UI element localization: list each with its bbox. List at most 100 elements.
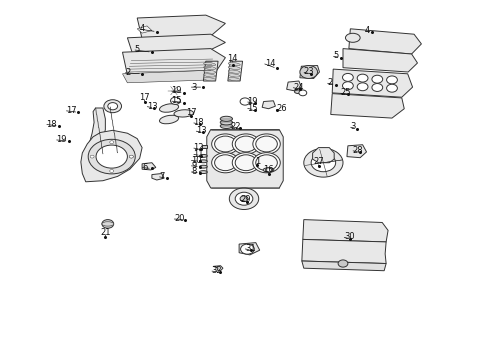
- Circle shape: [372, 75, 383, 83]
- Text: 18: 18: [194, 118, 204, 127]
- Polygon shape: [343, 49, 417, 72]
- Ellipse shape: [228, 70, 240, 73]
- Polygon shape: [347, 145, 367, 158]
- Circle shape: [253, 153, 280, 173]
- Text: 30: 30: [344, 233, 355, 241]
- Circle shape: [235, 192, 253, 205]
- Text: 13: 13: [196, 126, 207, 135]
- Text: 5: 5: [135, 45, 140, 54]
- Ellipse shape: [294, 90, 303, 94]
- Ellipse shape: [102, 222, 114, 226]
- Text: 3: 3: [191, 83, 196, 91]
- Text: 29: 29: [240, 195, 250, 204]
- Polygon shape: [332, 69, 413, 97]
- Circle shape: [240, 98, 250, 105]
- Circle shape: [387, 84, 397, 92]
- Text: 8: 8: [191, 167, 196, 176]
- Ellipse shape: [228, 78, 240, 81]
- Text: 4: 4: [365, 26, 370, 35]
- Text: 1: 1: [255, 157, 260, 166]
- Ellipse shape: [199, 154, 207, 157]
- Circle shape: [235, 136, 257, 152]
- Circle shape: [110, 170, 114, 172]
- Text: 6: 6: [142, 163, 147, 172]
- Text: 15: 15: [172, 96, 182, 105]
- Text: 7: 7: [159, 172, 165, 181]
- Text: 21: 21: [100, 228, 111, 237]
- Text: 23: 23: [304, 68, 315, 77]
- Ellipse shape: [159, 115, 179, 124]
- Polygon shape: [239, 243, 260, 255]
- Text: 19: 19: [172, 86, 182, 95]
- Text: 27: 27: [313, 157, 324, 166]
- Circle shape: [240, 196, 248, 202]
- Circle shape: [253, 134, 280, 154]
- Polygon shape: [302, 261, 386, 271]
- Polygon shape: [137, 26, 152, 33]
- Polygon shape: [287, 81, 301, 91]
- Circle shape: [304, 148, 343, 177]
- Text: 28: 28: [353, 146, 364, 155]
- Text: 2: 2: [125, 68, 130, 77]
- Polygon shape: [202, 145, 207, 148]
- Circle shape: [266, 168, 271, 172]
- Text: 14: 14: [265, 58, 275, 68]
- Text: 11: 11: [194, 150, 204, 158]
- Text: 2: 2: [327, 78, 333, 87]
- Text: 18: 18: [47, 120, 57, 129]
- Ellipse shape: [228, 66, 240, 69]
- Circle shape: [311, 154, 336, 172]
- Polygon shape: [137, 15, 225, 39]
- Circle shape: [212, 153, 239, 173]
- Ellipse shape: [263, 168, 274, 172]
- Ellipse shape: [204, 78, 216, 81]
- Polygon shape: [300, 66, 319, 78]
- Polygon shape: [313, 148, 334, 163]
- Ellipse shape: [228, 63, 240, 66]
- Polygon shape: [203, 61, 218, 81]
- Text: 32: 32: [212, 266, 222, 275]
- Ellipse shape: [204, 63, 216, 66]
- Text: 13: 13: [147, 102, 158, 111]
- Polygon shape: [89, 108, 105, 155]
- Circle shape: [110, 141, 114, 144]
- Circle shape: [387, 76, 397, 84]
- Circle shape: [102, 220, 114, 228]
- Text: 22: 22: [230, 122, 241, 131]
- Polygon shape: [81, 130, 142, 182]
- Polygon shape: [331, 94, 404, 118]
- Text: 15: 15: [247, 104, 258, 112]
- Circle shape: [232, 134, 260, 154]
- Text: 25: 25: [341, 88, 351, 97]
- Ellipse shape: [204, 74, 216, 77]
- Circle shape: [338, 260, 348, 267]
- Circle shape: [129, 155, 133, 158]
- Text: 20: 20: [174, 214, 184, 223]
- Polygon shape: [122, 70, 216, 83]
- Ellipse shape: [220, 116, 232, 121]
- Circle shape: [215, 155, 236, 171]
- Ellipse shape: [220, 123, 232, 129]
- Ellipse shape: [204, 66, 216, 69]
- Circle shape: [343, 82, 353, 90]
- Circle shape: [300, 66, 318, 78]
- Text: 19: 19: [247, 97, 258, 106]
- Text: 3: 3: [350, 122, 356, 131]
- Ellipse shape: [204, 70, 216, 73]
- Ellipse shape: [220, 120, 232, 125]
- Circle shape: [343, 73, 353, 81]
- Ellipse shape: [159, 104, 179, 112]
- Polygon shape: [303, 220, 388, 242]
- Circle shape: [372, 84, 383, 91]
- Text: 19: 19: [56, 135, 67, 144]
- Ellipse shape: [199, 171, 207, 174]
- Text: 17: 17: [139, 93, 150, 102]
- Circle shape: [241, 244, 254, 254]
- Polygon shape: [142, 163, 156, 170]
- Circle shape: [212, 134, 239, 154]
- Text: 12: 12: [194, 143, 204, 152]
- Circle shape: [357, 83, 368, 91]
- Polygon shape: [262, 101, 275, 109]
- Text: 26: 26: [277, 104, 288, 112]
- Text: 17: 17: [186, 108, 196, 117]
